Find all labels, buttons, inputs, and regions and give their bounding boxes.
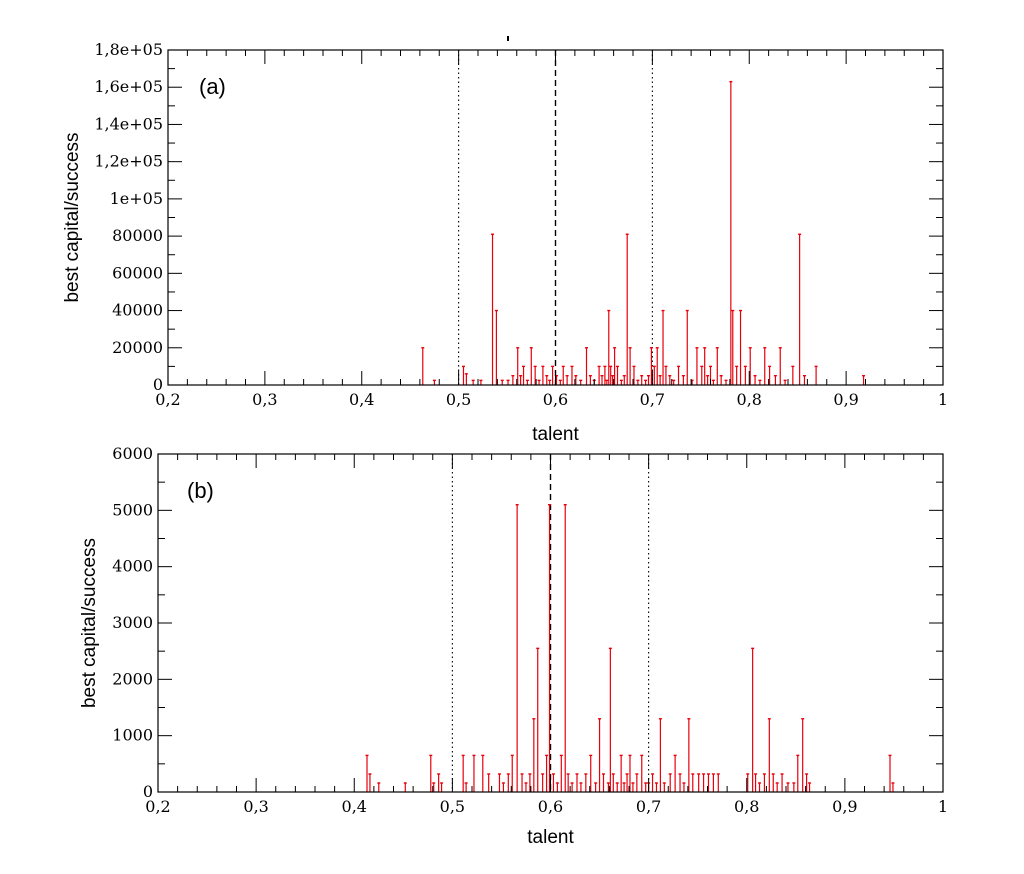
x-tick-label: 0,8 <box>734 797 759 816</box>
x-tick-label: 0,8 <box>737 390 762 409</box>
y-axis-label: best capital/success <box>62 132 83 302</box>
y-tick-label: 60000 <box>112 263 163 282</box>
data-stems <box>365 504 895 792</box>
x-tick-label: 1 <box>938 390 948 409</box>
panel-label: (a) <box>199 74 226 99</box>
y-tick-label: 40000 <box>112 301 163 320</box>
x-axis-label: talent <box>532 424 579 445</box>
x-axis-label: talent <box>527 827 574 848</box>
y-tick-label: 80000 <box>112 226 163 245</box>
x-tick-label: 0,7 <box>636 797 661 816</box>
y-tick-label: 1,6e+05 <box>94 77 163 96</box>
y-tick-label: 20000 <box>112 338 163 357</box>
x-tick-label: 0,6 <box>538 797 563 816</box>
x-tick-label: 0,2 <box>155 390 180 409</box>
y-tick-label: 1,8e+05 <box>94 40 163 59</box>
y-tick-label: 0 <box>143 782 153 801</box>
reference-lines <box>458 50 653 385</box>
y-tick-label: 0 <box>153 375 163 394</box>
x-tick-label: 0,2 <box>145 797 170 816</box>
y-tick-label: 2000 <box>112 669 153 688</box>
x-tick-label: 0,4 <box>349 390 374 409</box>
y-tick-label: 1000 <box>112 726 153 745</box>
data-stems <box>421 80 866 385</box>
x-tick-label: 0,5 <box>440 797 465 816</box>
y-tick-label: 1,4e+05 <box>94 114 163 133</box>
x-tick-label: 0,6 <box>543 390 568 409</box>
x-tick-label: 0,9 <box>832 797 857 816</box>
x-tick-label: 0,9 <box>833 390 858 409</box>
x-tick-label: 0,5 <box>446 390 471 409</box>
reference-lines <box>451 454 650 792</box>
x-tick-label: 1 <box>938 797 948 816</box>
y-tick-label: 3000 <box>112 613 153 632</box>
y-tick-label: 1e+05 <box>110 189 163 208</box>
x-tick-label: 0,7 <box>640 390 665 409</box>
x-tick-label: 0,4 <box>342 797 367 816</box>
y-tick-label: 4000 <box>112 557 153 576</box>
axis-ticks: 0,2 0,3 0,4 0,5 0,6 0,7 0,8 0,9 1 0 1000 2000 3000 40… <box>112 444 948 816</box>
x-tick-label: 0,3 <box>252 390 277 409</box>
chart-panel-a: 0,2 0,3 0,4 0,5 0,6 0,7 0,8 0,9 1 0 20000 40000 6000… <box>62 40 948 445</box>
panel-label: (b) <box>187 478 214 503</box>
chart-panel-b: 0,2 0,3 0,4 0,5 0,6 0,7 0,8 0,9 1 0 1000 2000 3000 40… <box>79 444 948 848</box>
x-tick-label: 0,3 <box>243 797 268 816</box>
y-tick-label: 1,2e+05 <box>94 152 163 171</box>
y-axis-label: best capital/success <box>79 538 100 708</box>
y-tick-label: 6000 <box>112 444 153 463</box>
axis-ticks: 0,2 0,3 0,4 0,5 0,6 0,7 0,8 0,9 1 0 20000 40000 6000… <box>94 40 948 409</box>
y-tick-label: 5000 <box>112 500 153 519</box>
